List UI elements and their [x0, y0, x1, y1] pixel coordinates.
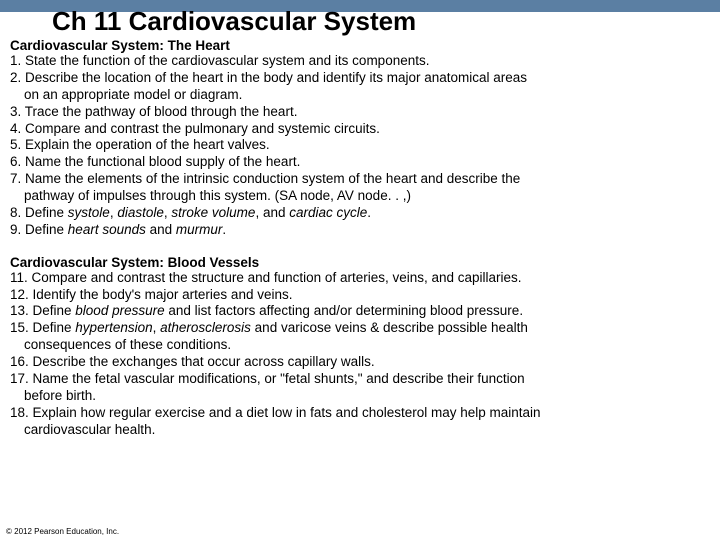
s2-item-15b: consequences of these conditions. [10, 337, 710, 354]
s1-item-9: 9. Define heart sounds and murmur. [10, 222, 710, 239]
s1-item-2b: on an appropriate model or diagram. [10, 87, 710, 104]
s2-item-18a: 18. Explain how regular exercise and a d… [10, 405, 710, 422]
s1-i8-t2: diastole [117, 205, 164, 220]
s1-i8-s3: , and [255, 205, 289, 220]
s2-item-15a: 15. Define hypertension, atherosclerosis… [10, 320, 710, 337]
s2-i15a-post: and varicose veins & describe possible h… [251, 320, 528, 335]
s1-item-1: 1. State the function of the cardiovascu… [10, 53, 710, 70]
s1-i8-t1: systole [68, 205, 110, 220]
s1-i9-t2: murmur [176, 222, 223, 237]
s1-item-7b: pathway of impulses through this system.… [10, 188, 710, 205]
s1-item-3: 3. Trace the pathway of blood through th… [10, 104, 710, 121]
s1-item-4: 4. Compare and contrast the pulmonary an… [10, 121, 710, 138]
s2-item-11: 11. Compare and contrast the structure a… [10, 270, 710, 287]
s1-i8-t3: stroke volume [171, 205, 255, 220]
section1-heading: Cardiovascular System: The Heart [10, 38, 710, 53]
s2-item-13: 13. Define blood pressure and list facto… [10, 303, 710, 320]
s2-i13-pre: 13. Define [10, 303, 75, 318]
s2-item-12: 12. Identify the body's major arteries a… [10, 287, 710, 304]
s1-i9-t1: heart sounds [68, 222, 146, 237]
s2-i15a-s1: , [153, 320, 161, 335]
s2-item-17a: 17. Name the fetal vascular modification… [10, 371, 710, 388]
s1-i9-s1: and [146, 222, 176, 237]
s2-i15a-pre: 15. Define [10, 320, 75, 335]
s1-item-7a: 7. Name the elements of the intrinsic co… [10, 171, 710, 188]
s1-item-8: 8. Define systole, diastole, stroke volu… [10, 205, 710, 222]
s1-i8-post: . [367, 205, 371, 220]
s2-i13-post: and list factors affecting and/or determ… [165, 303, 523, 318]
s1-i8-t4: cardiac cycle [289, 205, 367, 220]
s1-item-2a: 2. Describe the location of the heart in… [10, 70, 710, 87]
s1-item-5: 5. Explain the operation of the heart va… [10, 137, 710, 154]
s2-i15a-t1: hypertension [75, 320, 152, 335]
s1-i9-pre: 9. Define [10, 222, 68, 237]
s2-i13-t1: blood pressure [75, 303, 164, 318]
s2-item-16: 16. Describe the exchanges that occur ac… [10, 354, 710, 371]
section2-heading: Cardiovascular System: Blood Vessels [10, 255, 710, 270]
s2-i15a-t2: atherosclerosis [160, 320, 251, 335]
s1-i8-pre: 8. Define [10, 205, 68, 220]
copyright-notice: © 2012 Pearson Education, Inc. [6, 527, 119, 536]
s1-item-6: 6. Name the functional blood supply of t… [10, 154, 710, 171]
slide-content: Ch 11 Cardiovascular System Cardiovascul… [0, 6, 720, 438]
s2-item-18b: cardiovascular health. [10, 422, 710, 439]
s1-i9-post: . [222, 222, 226, 237]
s2-item-17b: before birth. [10, 388, 710, 405]
page-title: Ch 11 Cardiovascular System [52, 6, 710, 37]
